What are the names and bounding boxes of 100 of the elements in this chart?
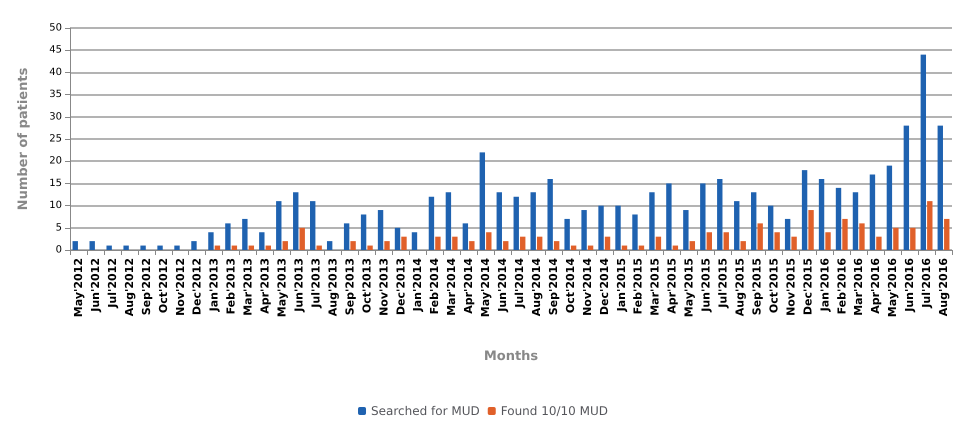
y-tick-label: 10 [49, 200, 62, 212]
bar [944, 218, 950, 250]
bar [276, 201, 282, 250]
bar [836, 188, 842, 250]
bar [242, 218, 248, 250]
bar [157, 246, 163, 250]
x-tick-label: Nov'2013 [377, 258, 390, 316]
bar [852, 192, 858, 250]
bar [724, 232, 729, 250]
x-tick-label: Oct'2012 [156, 258, 170, 314]
y-axis-title: Number of patients [16, 67, 31, 210]
bar [876, 236, 882, 250]
x-tick-label: Jun'2015 [700, 258, 713, 313]
bar [208, 232, 214, 250]
bar [870, 174, 876, 250]
x-tick-label: Aug'2012 [122, 258, 136, 316]
bar [791, 236, 797, 250]
x-tick-label: Oct'2013 [360, 258, 374, 314]
bar [514, 196, 519, 250]
x-tick-label: Sep'2013 [343, 258, 356, 316]
x-tick-label: Jul'2013 [309, 258, 322, 309]
y-tick-label: 15 [49, 178, 62, 189]
x-tick-label: Apr'2014 [462, 258, 476, 314]
x-tick-label: Jul'2014 [512, 258, 526, 309]
bar [598, 206, 604, 250]
bar [401, 236, 407, 250]
y-tick-label: 45 [49, 44, 62, 56]
y-tick-label: 5 [56, 222, 62, 234]
bar [740, 241, 746, 250]
bar [412, 232, 418, 250]
x-tick-label: Dec'2015 [801, 258, 814, 316]
bar [496, 192, 502, 250]
bar [564, 218, 570, 250]
x-tick-label: Aug'2015 [733, 258, 746, 316]
bar [825, 232, 831, 250]
bar [480, 152, 486, 250]
legend-label: Found 10/10 MUD [500, 404, 608, 418]
bar [394, 228, 400, 250]
x-tick-label: Jan'2016 [818, 258, 832, 312]
bar [893, 228, 899, 250]
bar [123, 246, 129, 250]
bar [802, 170, 808, 250]
x-tick-label: Oct'2015 [767, 258, 780, 314]
bar [632, 214, 638, 250]
x-tick-label: Mar'2016 [852, 258, 866, 316]
x-tick-label: Dec'2013 [394, 258, 408, 316]
bar [536, 236, 542, 250]
x-tick-label: Apr'2013 [258, 258, 272, 314]
x-tick-label: Dec'2014 [598, 258, 611, 316]
bar [768, 206, 774, 250]
x-tick-label: Sep'2015 [750, 258, 764, 316]
bar [774, 232, 780, 250]
bar [310, 201, 316, 250]
x-tick-label: Jan'2013 [208, 258, 221, 312]
bar [666, 183, 672, 250]
bar [886, 166, 892, 250]
bar [174, 246, 180, 250]
x-axis-title: Months [484, 349, 538, 364]
bar [248, 246, 254, 250]
x-tick-label: Jan'2014 [411, 258, 424, 312]
bar [683, 210, 689, 250]
x-tick-label: Feb'2015 [632, 258, 645, 314]
y-tick-label: 30 [49, 111, 62, 122]
legend-label: Searched for MUD [371, 404, 480, 418]
x-tick-label: Mar'2015 [648, 258, 662, 316]
x-tick-label: May'2012 [72, 258, 85, 318]
bar [672, 246, 678, 250]
x-tick-label: Jan'2015 [614, 258, 628, 312]
y-tick-label: 0 [56, 244, 62, 256]
y-tick-label: 40 [49, 66, 62, 78]
bar [326, 241, 332, 250]
bar [282, 241, 288, 250]
bar [259, 232, 265, 250]
x-tick-label: Jul'2016 [920, 258, 934, 309]
bar [808, 210, 814, 250]
bar [452, 236, 458, 250]
bar [734, 201, 740, 250]
bar [428, 196, 434, 250]
bar [503, 241, 508, 250]
x-tick-label: Sep'2012 [140, 258, 153, 316]
x-tick-label: Jun'2016 [903, 258, 916, 313]
bar [344, 223, 350, 250]
bar [706, 232, 712, 250]
bar [106, 246, 112, 250]
bar [547, 178, 553, 250]
bar [859, 223, 865, 250]
bar [90, 241, 95, 250]
y-tick-label: 25 [49, 134, 62, 144]
bar [367, 246, 373, 250]
bar [604, 236, 610, 250]
x-tick-label: Jun'2013 [292, 258, 306, 313]
bar [904, 126, 910, 250]
x-tick-label: Feb'2016 [835, 258, 848, 314]
bar [214, 246, 220, 250]
x-tick-label: Feb'2013 [224, 258, 238, 314]
bar [225, 223, 231, 250]
bar [72, 241, 78, 250]
bar [486, 232, 492, 250]
bar [462, 223, 468, 250]
x-tick-label: Nov'2012 [174, 258, 187, 316]
